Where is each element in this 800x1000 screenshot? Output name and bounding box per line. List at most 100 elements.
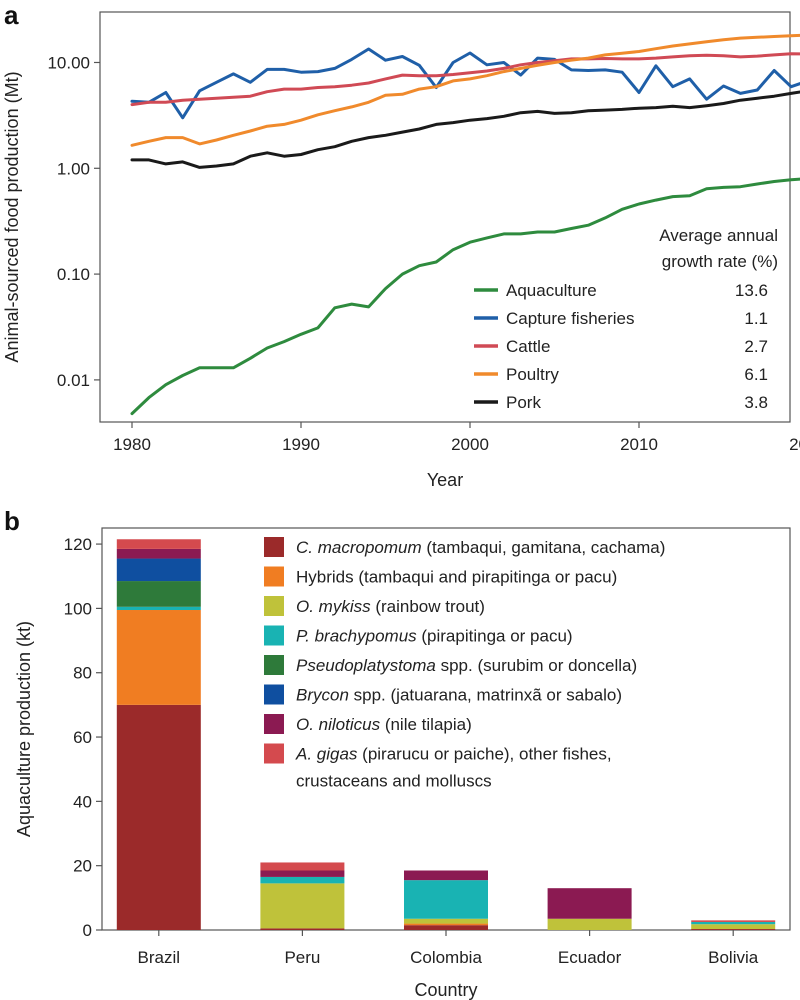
legend-growth-rate: 13.6 [735, 281, 768, 300]
legend-swatch [264, 566, 284, 587]
bar-segment-bolivia-3 [691, 921, 776, 925]
bar-segment-brazil-5 [116, 558, 201, 582]
x-tick-label: 1980 [113, 435, 151, 454]
legend-label-description: spp. (surubim or doncella) [436, 656, 637, 675]
bar-segment-peru-7 [260, 862, 345, 871]
bar-segment-colombia-2 [404, 918, 488, 924]
y-tick-label: 80 [73, 664, 92, 683]
legend-growth-rate: 2.7 [744, 337, 768, 356]
x-tick-label-brazil: Brazil [138, 948, 181, 967]
legend-swatch [264, 714, 284, 734]
y-tick-label: 0.10 [57, 265, 90, 284]
y-tick-label: 0 [83, 921, 92, 940]
y-tick-label: 20 [73, 857, 92, 876]
bar-segment-bolivia-7 [691, 920, 776, 922]
bar-segment-brazil-1 [116, 610, 201, 705]
legend-label-description: (tambaqui, gamitana, cachama) [422, 538, 666, 557]
y-tick-label: 60 [73, 728, 92, 747]
legend-label-description: spp. (jatuarana, matrinxã or sabalo) [349, 686, 622, 705]
legend-label: Cattle [506, 337, 550, 356]
bar-segment-peru-3 [260, 876, 345, 884]
bar-segment-colombia-3 [404, 880, 488, 919]
legend-label: Pork [506, 393, 541, 412]
legend-swatch [264, 625, 284, 646]
legend-growth-rate: 6.1 [744, 365, 768, 384]
panel-b-label: b [4, 506, 20, 536]
series-line-pork [130, 90, 800, 169]
bar-segment-bolivia-0 [691, 929, 776, 930]
legend-swatch [264, 684, 284, 705]
legend-label-species: Pseudoplatystoma [296, 656, 436, 675]
bar-segment-ecuador-6 [547, 888, 632, 919]
legend-label-species: A. gigas [295, 745, 358, 764]
x-tick-label: 1990 [282, 435, 320, 454]
bar-segment-colombia-1 [404, 923, 488, 926]
x-tick-label-peru: Peru [284, 948, 320, 967]
y-axis-title: Aquaculture production (kt) [14, 621, 34, 837]
x-tick-label: 2000 [451, 435, 489, 454]
legend-label-species: Brycon [296, 686, 349, 705]
bar-segment-bolivia-2 [691, 924, 776, 930]
legend-label-description: (rainbow trout) [371, 597, 485, 616]
legend-label-description: (pirarucu or paiche), other fishes, [357, 745, 611, 764]
legend-growth-rate: 3.8 [744, 393, 768, 412]
bar-segment-peru-2 [260, 883, 345, 929]
x-tick-label-bolivia: Bolivia [708, 948, 759, 967]
legend-label: Brycon spp. (jatuarana, matrinxã or saba… [296, 686, 622, 705]
bar-segment-colombia-0 [404, 925, 488, 930]
bar-segment-brazil-4 [116, 581, 201, 607]
legend-label: P. brachypomus (pirapitinga or pacu) [296, 627, 573, 646]
legend-label: Hybrids (tambaqui and pirapitinga or pac… [296, 568, 617, 587]
x-tick-label: 2010 [620, 435, 658, 454]
legend-label: O. niloticus (nile tilapia) [296, 715, 472, 734]
legend-label: A. gigas (pirarucu or paiche), other fis… [295, 745, 612, 764]
legend-label: Aquaculture [506, 281, 597, 300]
series-line-aquaculture [130, 177, 800, 416]
x-tick-label-ecuador: Ecuador [558, 948, 622, 967]
bar-segment-ecuador-2 [547, 918, 632, 930]
series-line-cattle [130, 52, 800, 107]
legend-label-species: P. brachypomus [296, 627, 417, 646]
series-line-capture-fisheries [130, 47, 800, 120]
bar-segment-colombia-6 [404, 870, 488, 881]
legend-header-line1: Average annual [659, 226, 778, 245]
y-tick-label: 100 [64, 599, 92, 618]
x-axis-title: Year [427, 470, 463, 490]
y-tick-label: 1.00 [57, 159, 90, 178]
legend-label: O. mykiss (rainbow trout) [296, 597, 485, 616]
legend-label: C. macropomum (tambaqui, gamitana, cacha… [296, 538, 665, 557]
x-axis-title: Country [414, 980, 477, 1000]
bar-segment-brazil-0 [116, 704, 201, 930]
y-tick-label: 40 [73, 792, 92, 811]
legend-label-species: O. mykiss [296, 597, 371, 616]
bar-segment-brazil-7 [116, 539, 201, 549]
legend-swatch [264, 596, 284, 616]
plot-frame-a [99, 11, 791, 423]
legend-label-description: Hybrids (tambaqui and pirapitinga or pac… [296, 568, 617, 587]
legend-label: Pseudoplatystoma spp. (surubim or doncel… [296, 656, 637, 675]
legend-label-line2: crustaceans and molluscs [296, 772, 492, 791]
legend-swatch [264, 743, 284, 764]
bar-segment-brazil-6 [116, 548, 201, 559]
legend-swatch [264, 655, 284, 675]
bar-segment-peru-0 [260, 928, 345, 930]
series-line-poultry [130, 33, 800, 147]
bar-segment-brazil-3 [116, 606, 201, 611]
legend-label-description: (nile tilapia) [380, 715, 472, 734]
x-tick-label-colombia: Colombia [410, 948, 482, 967]
x-tick-label: 2020 [789, 435, 800, 454]
line-chart-panel-a: 0.01 0.10 1.00 10.00 1980 1990 2000 2010 2020 Yea… [2, 11, 800, 490]
y-tick-label: 120 [64, 535, 92, 554]
panel-a-label: a [4, 0, 19, 30]
bar-segment-peru-6 [260, 870, 345, 877]
legend-label: Capture fisheries [506, 309, 635, 328]
legend-label-species: O. niloticus [296, 715, 381, 734]
legend-swatch [264, 537, 284, 557]
y-tick-label: 10.00 [47, 53, 90, 72]
bar-chart-panel-b: 0 20 40 60 80 100 120 Brazil Peru Colombia Ecuador… [14, 527, 791, 1000]
legend-header-line2: growth rate (%) [662, 252, 778, 271]
legend-label-species: C. macropomum [296, 538, 422, 557]
legend-growth-rate: 1.1 [744, 309, 768, 328]
y-tick-label: 0.01 [57, 371, 90, 390]
